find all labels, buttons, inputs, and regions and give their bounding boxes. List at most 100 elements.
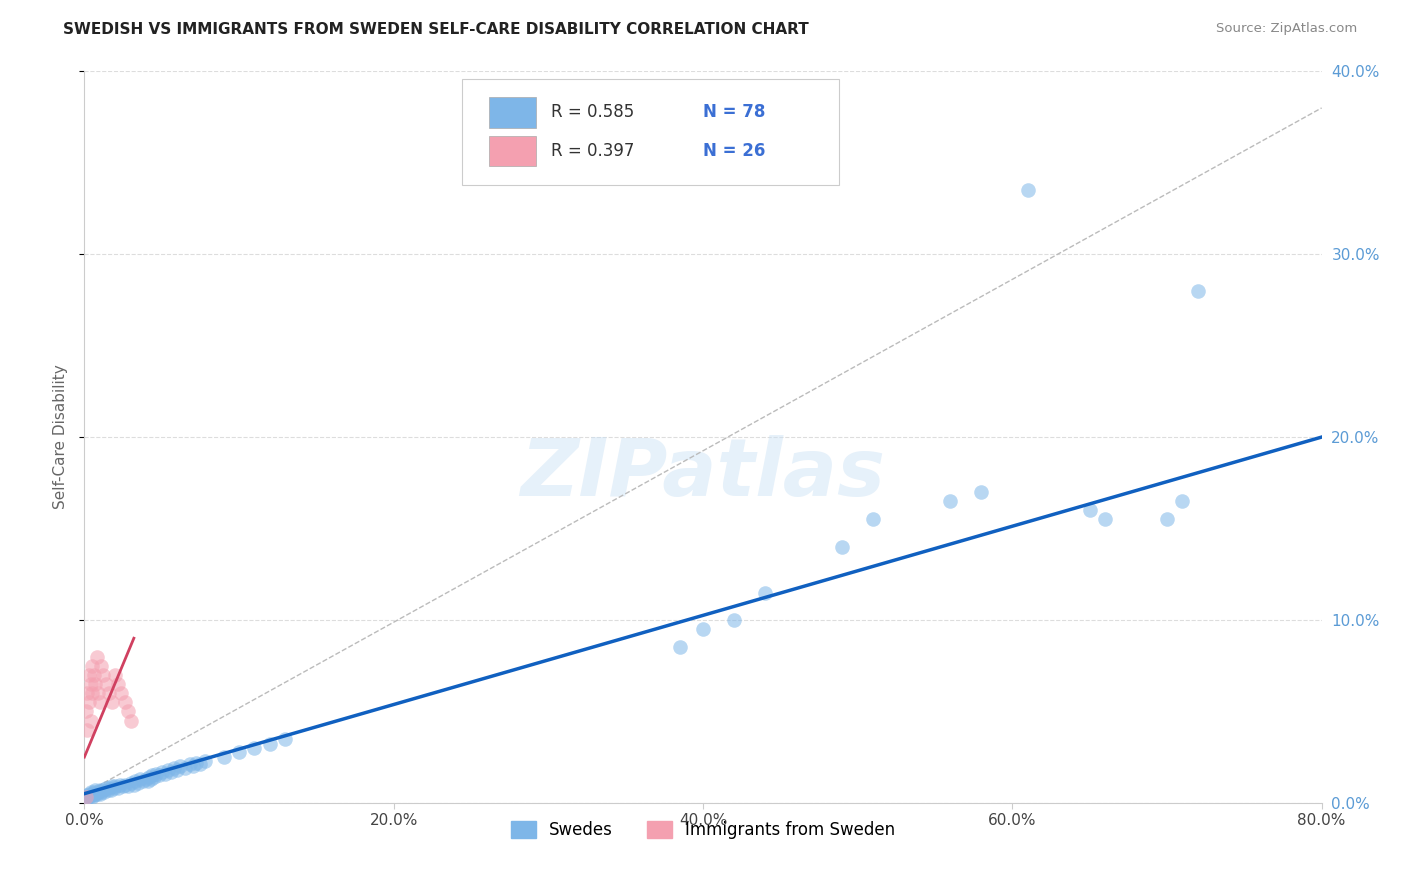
Point: [104, 667, 127, 681]
Point: [87, 686, 110, 700]
Point: [939, 494, 962, 508]
Point: [138, 770, 160, 784]
Text: Source: ZipAtlas.com: Source: ZipAtlas.com: [1216, 22, 1357, 36]
Point: [120, 775, 142, 789]
Point: [114, 778, 136, 792]
Point: [86, 649, 108, 664]
Point: [139, 772, 162, 786]
Point: [274, 731, 297, 746]
Point: [90, 658, 112, 673]
Point: [148, 768, 170, 782]
Point: [76, 790, 98, 805]
Point: [143, 770, 166, 784]
Point: [79, 789, 101, 803]
Point: [166, 763, 188, 777]
Point: [89, 695, 111, 709]
Legend: Swedes, Immigrants from Sweden: Swedes, Immigrants from Sweden: [505, 814, 901, 846]
Point: [79, 785, 101, 799]
Point: [122, 778, 145, 792]
Text: R = 0.397: R = 0.397: [551, 142, 634, 160]
Point: [82, 658, 104, 673]
Point: [98, 686, 121, 700]
Point: [77, 667, 100, 681]
Point: [84, 783, 107, 797]
Point: [82, 787, 104, 801]
FancyBboxPatch shape: [461, 78, 839, 185]
Text: SWEDISH VS IMMIGRANTS FROM SWEDEN SELF-CARE DISABILITY CORRELATION CHART: SWEDISH VS IMMIGRANTS FROM SWEDEN SELF-C…: [63, 22, 808, 37]
Point: [75, 705, 97, 719]
Point: [96, 783, 118, 797]
Point: [104, 780, 127, 794]
Point: [1187, 284, 1209, 298]
Point: [243, 740, 266, 755]
Point: [862, 512, 884, 526]
Point: [75, 790, 97, 805]
Point: [87, 785, 110, 799]
Point: [129, 772, 152, 786]
Point: [76, 723, 98, 737]
Point: [132, 773, 155, 788]
Point: [1094, 512, 1116, 526]
Point: [1017, 183, 1039, 197]
Point: [90, 785, 112, 799]
Point: [124, 773, 146, 788]
Point: [91, 783, 114, 797]
Point: [101, 780, 124, 794]
Point: [127, 775, 149, 789]
Bar: [489, 97, 536, 128]
Point: [228, 745, 250, 759]
Point: [174, 761, 197, 775]
Point: [83, 785, 105, 799]
Bar: [489, 136, 536, 167]
Point: [86, 787, 108, 801]
Point: [94, 677, 117, 691]
Point: [1156, 512, 1178, 526]
Point: [754, 585, 776, 599]
Text: N = 26: N = 26: [703, 142, 765, 160]
Point: [669, 640, 692, 655]
Point: [136, 773, 159, 788]
Point: [692, 622, 714, 636]
Point: [76, 789, 98, 803]
Point: [114, 695, 136, 709]
Point: [75, 792, 97, 806]
Point: [98, 781, 121, 796]
Point: [169, 759, 191, 773]
Point: [259, 737, 281, 751]
Point: [117, 705, 139, 719]
Point: [82, 686, 104, 700]
Point: [107, 677, 129, 691]
Point: [212, 750, 235, 764]
Text: N = 78: N = 78: [703, 103, 765, 121]
Y-axis label: Self-Care Disability: Self-Care Disability: [53, 365, 69, 509]
Point: [93, 785, 115, 799]
Point: [153, 766, 176, 780]
Point: [184, 756, 207, 770]
Text: ZIPatlas: ZIPatlas: [520, 434, 886, 513]
Point: [83, 667, 105, 681]
Point: [181, 759, 204, 773]
Point: [83, 789, 105, 803]
Point: [145, 766, 167, 780]
Point: [723, 613, 745, 627]
Point: [135, 772, 157, 786]
Point: [150, 764, 173, 779]
Point: [79, 714, 101, 728]
Point: [112, 780, 135, 794]
Point: [101, 695, 124, 709]
Point: [831, 540, 853, 554]
Point: [970, 485, 993, 500]
Point: [160, 764, 183, 779]
Point: [103, 781, 125, 796]
Point: [84, 787, 107, 801]
Point: [110, 686, 132, 700]
Point: [100, 783, 122, 797]
Point: [77, 695, 100, 709]
Point: [76, 686, 98, 700]
Text: R = 0.585: R = 0.585: [551, 103, 634, 121]
Point: [120, 714, 142, 728]
Point: [84, 677, 107, 691]
Point: [194, 754, 217, 768]
Point: [89, 787, 111, 801]
Point: [91, 667, 114, 681]
